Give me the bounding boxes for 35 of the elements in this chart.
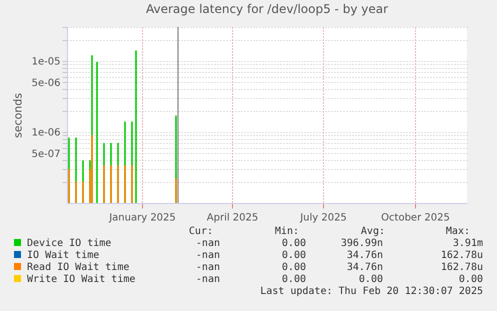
text: Avg: <box>360 226 385 238</box>
text: 0.00 <box>282 262 306 274</box>
legend-label: IO Wait time <box>26 250 100 261</box>
text: 0.00 <box>282 238 306 250</box>
text: Max: <box>446 226 470 238</box>
text: 162.78u <box>440 262 483 274</box>
text: Last update: Thu Feb 20 12:30:07 2025 <box>260 286 483 298</box>
text: 0.00 <box>458 274 483 286</box>
text: 34.76n <box>346 262 383 274</box>
y-tick-label: 1e-05 <box>32 56 60 68</box>
legend-label: Device IO time <box>26 238 112 249</box>
text: 0.00 <box>358 274 383 286</box>
text: 396.99n <box>340 238 383 250</box>
y-axis-title: seconds <box>12 92 25 138</box>
text: Min: <box>274 226 299 238</box>
text: -nan <box>196 250 220 262</box>
text: 162.78u <box>440 250 483 262</box>
y-tick-label: 5e-06 <box>32 78 60 89</box>
x-tick-label: January 2025 <box>108 212 176 224</box>
text: 34.76n <box>346 250 383 262</box>
text: -nan <box>196 238 220 250</box>
legend-label: Read IO Wait time <box>26 262 130 273</box>
text: Cur: <box>188 226 213 238</box>
text: -nan <box>196 262 220 274</box>
chart-title: Average latency for /dev/loop5 - by year <box>146 2 388 16</box>
y-tick-label: 5e-07 <box>32 148 60 160</box>
text: 3.91m <box>452 238 483 250</box>
text: 0.00 <box>282 250 306 262</box>
text: -nan <box>196 274 220 286</box>
x-tick-label: July 2025 <box>299 212 347 224</box>
legend-label: Write IO Wait time <box>26 274 136 285</box>
x-tick-label: October 2025 <box>381 212 450 224</box>
x-tick-label: April 2025 <box>206 212 258 224</box>
y-tick-label: 1e-06 <box>32 127 60 138</box>
text: 0.00 <box>282 274 306 286</box>
